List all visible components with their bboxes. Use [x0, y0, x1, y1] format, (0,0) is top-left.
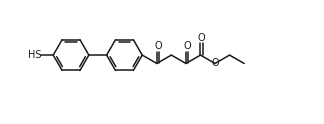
Text: O: O — [183, 41, 191, 51]
Text: O: O — [211, 59, 219, 68]
Text: O: O — [198, 33, 205, 43]
Text: O: O — [154, 41, 162, 51]
Text: HS: HS — [28, 50, 41, 60]
